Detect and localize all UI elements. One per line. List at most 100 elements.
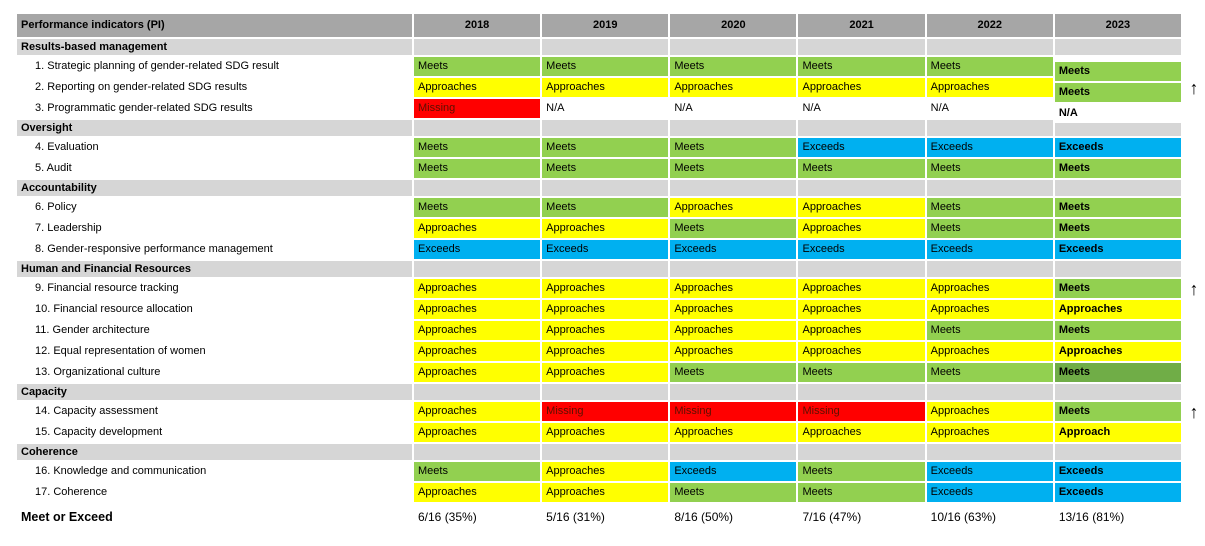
section-row-cell <box>542 444 669 460</box>
section-row-cell <box>670 444 797 460</box>
status-cell: Meets <box>1054 363 1181 382</box>
section-row-cell <box>542 384 669 400</box>
section-row-cell <box>926 39 1053 55</box>
section-row-cell <box>798 180 925 196</box>
section-row-cell <box>1054 444 1181 460</box>
status-cell: Approaches <box>926 279 1053 298</box>
status-cell: Meets <box>1054 83 1181 102</box>
status-cell: Approaches <box>798 321 925 340</box>
section-row-cell <box>1054 120 1181 136</box>
status-cell: Meets <box>414 138 541 157</box>
section-row-cell <box>926 120 1053 136</box>
status-cell: Meets <box>414 159 541 178</box>
status-cell: Approaches <box>798 300 925 319</box>
status-cell: Approaches <box>670 300 797 319</box>
status-cell: Missing <box>670 402 797 421</box>
section-row-cell <box>798 384 925 400</box>
section-row-cell <box>414 180 541 196</box>
section-row-cell <box>414 444 541 460</box>
status-cell: Approaches <box>670 423 797 442</box>
status-cell: Meets <box>670 363 797 382</box>
status-cell: Exceeds <box>926 483 1053 502</box>
section-row-cell <box>414 39 541 55</box>
arrow-column-spacer <box>1182 384 1205 400</box>
footer-value: 6/16 (35%) <box>414 504 541 530</box>
row-label: 2. Reporting on gender-related SDG resul… <box>17 78 412 97</box>
arrow-column-spacer <box>1182 99 1205 118</box>
status-cell: Approaches <box>542 78 669 97</box>
row-label: 16. Knowledge and communication <box>17 462 412 481</box>
status-cell: Meets <box>414 462 541 481</box>
improvement-up-arrow-icon: ↑ <box>1182 402 1205 421</box>
section-row-cell <box>798 444 925 460</box>
section-row-cell <box>542 39 669 55</box>
status-cell: Approaches <box>542 300 669 319</box>
section-row-cell <box>670 384 797 400</box>
arrow-column-spacer <box>1182 180 1205 196</box>
status-cell: Missing <box>542 402 669 421</box>
status-cell: Approaches <box>414 78 541 97</box>
section-header: Results-based management <box>17 39 412 55</box>
status-cell: Meets <box>1054 198 1181 217</box>
arrow-column-spacer <box>1182 120 1205 136</box>
status-cell: Approaches <box>670 198 797 217</box>
section-row-cell <box>542 261 669 277</box>
row-label: 4. Evaluation <box>17 138 412 157</box>
status-cell: Meets <box>1054 159 1181 178</box>
status-cell: Meets <box>542 198 669 217</box>
row-label: 6. Policy <box>17 198 412 217</box>
status-cell: N/A <box>542 99 669 118</box>
year-header: 2021 <box>798 14 925 37</box>
section-header: Accountability <box>17 180 412 196</box>
arrow-column-spacer <box>1182 444 1205 460</box>
section-row-cell <box>670 39 797 55</box>
status-cell: Meets <box>670 219 797 238</box>
status-cell: Approaches <box>798 423 925 442</box>
status-cell: Approaches <box>670 78 797 97</box>
status-cell: Meets <box>670 159 797 178</box>
improvement-up-arrow-icon: ↑ <box>1182 78 1205 97</box>
status-cell: Approaches <box>670 279 797 298</box>
arrow-column-spacer <box>1182 39 1205 55</box>
status-cell: Meets <box>1054 219 1181 238</box>
year-header: 2022 <box>926 14 1053 37</box>
section-row-cell <box>926 261 1053 277</box>
arrow-column-spacer <box>1182 504 1205 530</box>
status-cell: Meets <box>542 57 669 76</box>
status-cell: Meets <box>670 483 797 502</box>
footer-label: Meet or Exceed <box>17 504 412 530</box>
arrow-column-spacer <box>1182 261 1205 277</box>
row-label: 13. Organizational culture <box>17 363 412 382</box>
row-label: 1. Strategic planning of gender-related … <box>17 57 412 76</box>
section-header: Capacity <box>17 384 412 400</box>
status-cell: Meets <box>1054 62 1181 81</box>
row-label: 12. Equal representation of women <box>17 342 412 361</box>
status-cell: Meets <box>926 159 1053 178</box>
row-label: 17. Coherence <box>17 483 412 502</box>
status-cell: Approaches <box>670 342 797 361</box>
status-cell: Exceeds <box>1054 483 1181 502</box>
arrow-column-spacer <box>1182 159 1205 178</box>
status-cell: Approaches <box>542 462 669 481</box>
year-header: 2020 <box>670 14 797 37</box>
status-cell: Approaches <box>542 423 669 442</box>
status-cell: Exceeds <box>926 240 1053 259</box>
row-label: 8. Gender-responsive performance managem… <box>17 240 412 259</box>
status-cell: Approaches <box>926 402 1053 421</box>
status-cell: Meets <box>670 138 797 157</box>
table-header-label: Performance indicators (PI) <box>17 14 412 37</box>
status-cell: Meets <box>926 57 1053 76</box>
year-header: 2018 <box>414 14 541 37</box>
section-row-cell <box>926 180 1053 196</box>
status-cell: Approaches <box>542 219 669 238</box>
improvement-up-arrow-icon: ↑ <box>1182 279 1205 298</box>
year-header: 2019 <box>542 14 669 37</box>
status-cell: Missing <box>414 99 541 118</box>
row-label: 10. Financial resource allocation <box>17 300 412 319</box>
section-header: Oversight <box>17 120 412 136</box>
status-cell: Approaches <box>1054 342 1181 361</box>
status-cell: Approaches <box>798 342 925 361</box>
arrow-column-spacer <box>1182 363 1205 382</box>
status-cell: Meets <box>1054 279 1181 298</box>
